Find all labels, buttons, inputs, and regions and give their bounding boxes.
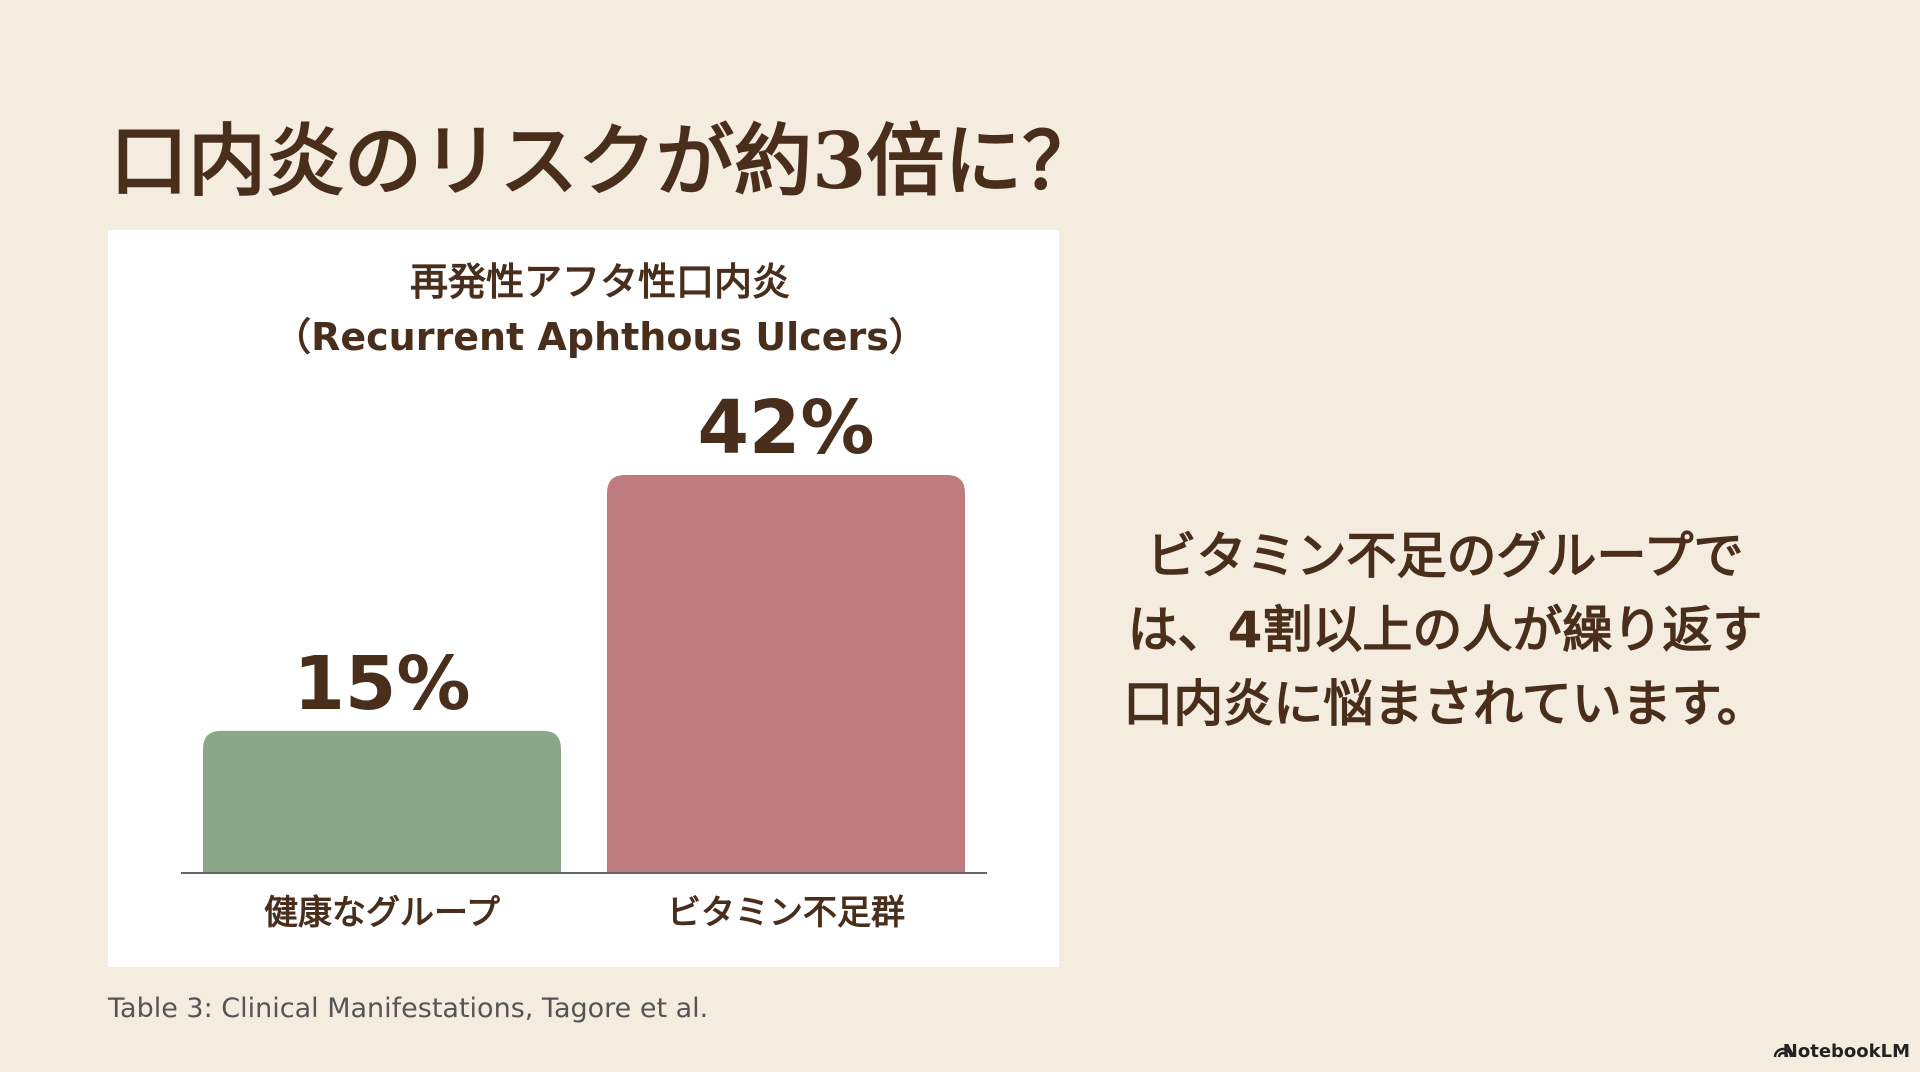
bar	[203, 730, 561, 873]
chart-subtitle: （Recurrent Aphthous Ulcers）	[273, 315, 927, 359]
x-tick-label: ビタミン不足群	[667, 893, 905, 933]
bar	[607, 475, 965, 873]
body-line: ビタミン不足のグループで	[1147, 527, 1744, 585]
body-line: は、4割以上の人が繰り返す	[1128, 601, 1763, 659]
chart-title: 再発性アフタ性口内炎	[410, 260, 790, 304]
value-label: 15%	[293, 641, 470, 727]
brand-icon	[1773, 1047, 1793, 1058]
brand-name: NotebookLM	[1783, 1041, 1910, 1062]
brand-logo: NotebookLM	[1773, 1041, 1910, 1062]
x-tick-label: 健康なグループ	[264, 893, 500, 933]
value-label: 42%	[697, 385, 874, 471]
slide-title: 口内炎のリスクが約3倍に？	[110, 116, 1100, 207]
plot: 15% 健康なグループ 42% ビタミン不足群	[203, 385, 965, 933]
source-note: Table 3: Clinical Manifestations, Tagore…	[107, 993, 708, 1024]
body-line: 口内炎に悩まされています。	[1123, 675, 1767, 733]
